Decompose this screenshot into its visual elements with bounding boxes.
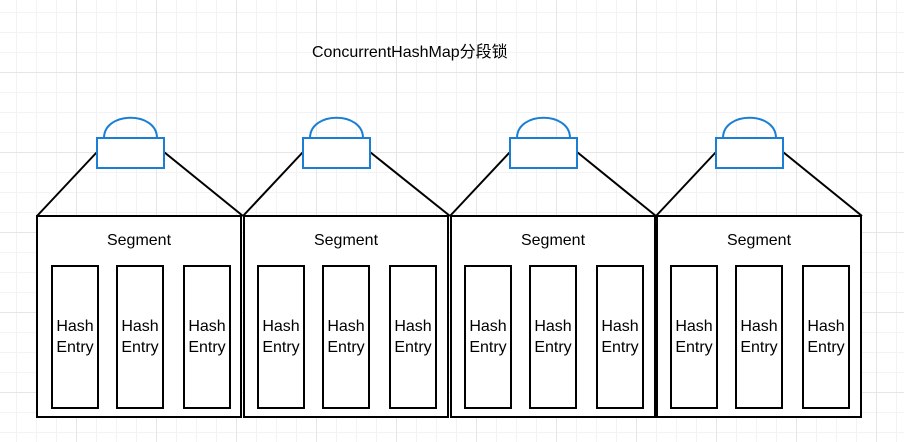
hash-entry-label: Hash Entry (731, 316, 787, 358)
hash-entry-line-1: Hash (675, 318, 713, 335)
hash-entry-line-2: Entry (534, 339, 572, 356)
lock-shackle-icon (722, 116, 777, 139)
segment-lock-group-2 (242, 116, 451, 217)
segment-label: Segment (520, 232, 586, 249)
hash-entry-line-1: Hash (740, 318, 778, 335)
hash-entry-box: Hash Entry (51, 265, 99, 409)
roof-line-right (163, 151, 244, 217)
hash-entry-line-1: Hash (327, 318, 365, 335)
hash-entry-label: Hash Entry (318, 316, 374, 358)
hash-entry-line-2: Entry (121, 339, 159, 356)
segment-label: Segment (106, 232, 172, 249)
hash-entry-line-2: Entry (188, 339, 226, 356)
hash-entry-label: Hash Entry (666, 316, 722, 358)
hash-entry-line-2: Entry (675, 339, 713, 356)
hash-entry-line-1: Hash (807, 318, 845, 335)
hash-entry-line-2: Entry (601, 339, 639, 356)
lock-shackle-icon (309, 116, 364, 139)
hash-entry-line-2: Entry (740, 339, 778, 356)
roof-line-left (655, 151, 717, 217)
hash-entry-box: Hash Entry (596, 265, 644, 409)
hash-entry-label: Hash Entry (460, 316, 516, 358)
hash-entry-label: Hash Entry (112, 316, 168, 358)
hash-entry-line-2: Entry (469, 339, 507, 356)
hash-entry-line-1: Hash (121, 318, 159, 335)
hash-entry-box: Hash Entry (735, 265, 783, 409)
hash-entry-line-1: Hash (534, 318, 572, 335)
hash-entry-line-2: Entry (394, 339, 432, 356)
roof-line-right (782, 151, 863, 217)
hash-entry-box: Hash Entry (183, 265, 231, 409)
hash-entry-label: Hash Entry (253, 316, 309, 358)
segment-box-3: Segment Hash Entry Hash Entry Hash Entry (450, 215, 656, 418)
segment-lock-group-1 (36, 116, 244, 217)
diagram-title: ConcurrentHashMap分段锁 (312, 44, 508, 61)
roof-line-right (369, 151, 451, 217)
hash-entry-line-1: Hash (188, 318, 226, 335)
lock-body-icon (302, 137, 371, 169)
hash-entry-label: Hash Entry (179, 316, 235, 358)
segment-box-2: Segment Hash Entry Hash Entry Hash Entry (243, 215, 449, 418)
segment-box-4: Segment Hash Entry Hash Entry Hash Entry (656, 215, 862, 418)
hash-entry-box: Hash Entry (529, 265, 577, 409)
hash-entry-label: Hash Entry (592, 316, 648, 358)
segment-box-1: Segment Hash Entry Hash Entry Hash Entry (36, 215, 242, 418)
hash-entry-box: Hash Entry (389, 265, 437, 409)
hash-entry-box: Hash Entry (670, 265, 718, 409)
hash-entry-box: Hash Entry (802, 265, 850, 409)
hash-entry-label: Hash Entry (47, 316, 103, 358)
lock-body-icon (715, 137, 784, 169)
lock-body-icon (509, 137, 578, 169)
roof-line-left (36, 151, 98, 217)
hash-entry-line-2: Entry (327, 339, 365, 356)
hash-entry-line-1: Hash (469, 318, 507, 335)
roof-line-left (242, 151, 304, 217)
roof-line-right (576, 151, 657, 217)
hash-entry-box: Hash Entry (116, 265, 164, 409)
lock-body-icon (96, 137, 165, 169)
hash-entry-label: Hash Entry (525, 316, 581, 358)
hash-entry-line-1: Hash (394, 318, 432, 335)
segment-lock-group-4 (655, 116, 863, 217)
segment-lock-group-3 (449, 116, 657, 217)
segment-label: Segment (726, 232, 792, 249)
segment-label: Segment (313, 232, 379, 249)
lock-shackle-icon (516, 116, 571, 139)
roof-line-left (449, 151, 511, 217)
hash-entry-box: Hash Entry (464, 265, 512, 409)
hash-entry-line-2: Entry (262, 339, 300, 356)
hash-entry-label: Hash Entry (798, 316, 854, 358)
hash-entry-line-2: Entry (807, 339, 845, 356)
hash-entry-line-2: Entry (56, 339, 94, 356)
hash-entry-line-1: Hash (56, 318, 94, 335)
lock-shackle-icon (103, 116, 158, 139)
hash-entry-line-1: Hash (601, 318, 639, 335)
hash-entry-line-1: Hash (262, 318, 300, 335)
hash-entry-label: Hash Entry (385, 316, 441, 358)
hash-entry-box: Hash Entry (257, 265, 305, 409)
hash-entry-box: Hash Entry (322, 265, 370, 409)
